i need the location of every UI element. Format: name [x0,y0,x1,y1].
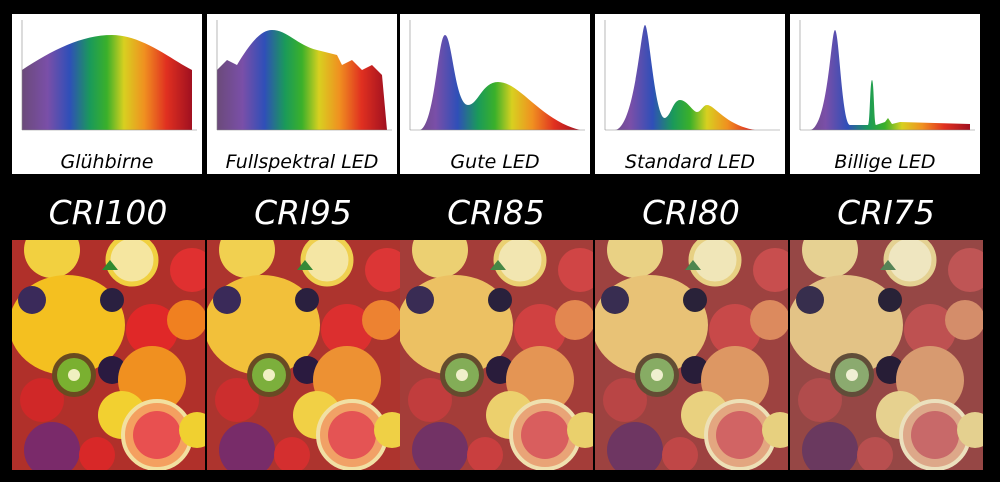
spectrum-chart [604,20,780,131]
spectrum [22,35,192,130]
spectrum-chart [409,20,585,131]
spectrum-chart [216,20,392,131]
panel: Standard LED CRI80 [592,14,798,478]
spectrum-chart [21,20,197,131]
spectrum-label: Billige LED [834,151,935,173]
cri-label: CRI75 [837,193,935,232]
cri-label: CRI80 [642,193,740,232]
fruit-photo [592,222,798,478]
cri-label: CRI100 [49,193,168,232]
spectrum-label: Standard LED [625,151,755,173]
spectrum [615,25,755,130]
photo-content [9,222,215,478]
panel: Glühbirne CRI100 [9,14,215,478]
fruit-photo [9,222,215,478]
spectrum [217,30,387,130]
cri-label: CRI95 [254,193,352,232]
fruit-photo [787,222,993,478]
photo-content [397,222,603,478]
spectrum [810,30,970,130]
panel: Gute LED CRI85 [397,14,603,478]
fruit-photo [397,222,603,478]
cri-label: CRI85 [447,193,545,232]
panel: Billige LED CRI75 [787,14,993,478]
photo-content [787,222,993,478]
spectrum-card [790,14,980,174]
photo-content [204,222,410,478]
spectrum [420,35,580,130]
spectrum-label: Glühbirne [61,151,154,173]
spectrum-label: Gute LED [450,151,539,173]
panel: Fullspektral LED CRI95 [204,14,410,478]
photo-content [592,222,798,478]
spectrum-card [595,14,785,174]
spectrum-label: Fullspektral LED [226,151,379,173]
spectrum-chart [799,20,975,131]
fruit-photo [204,222,410,478]
